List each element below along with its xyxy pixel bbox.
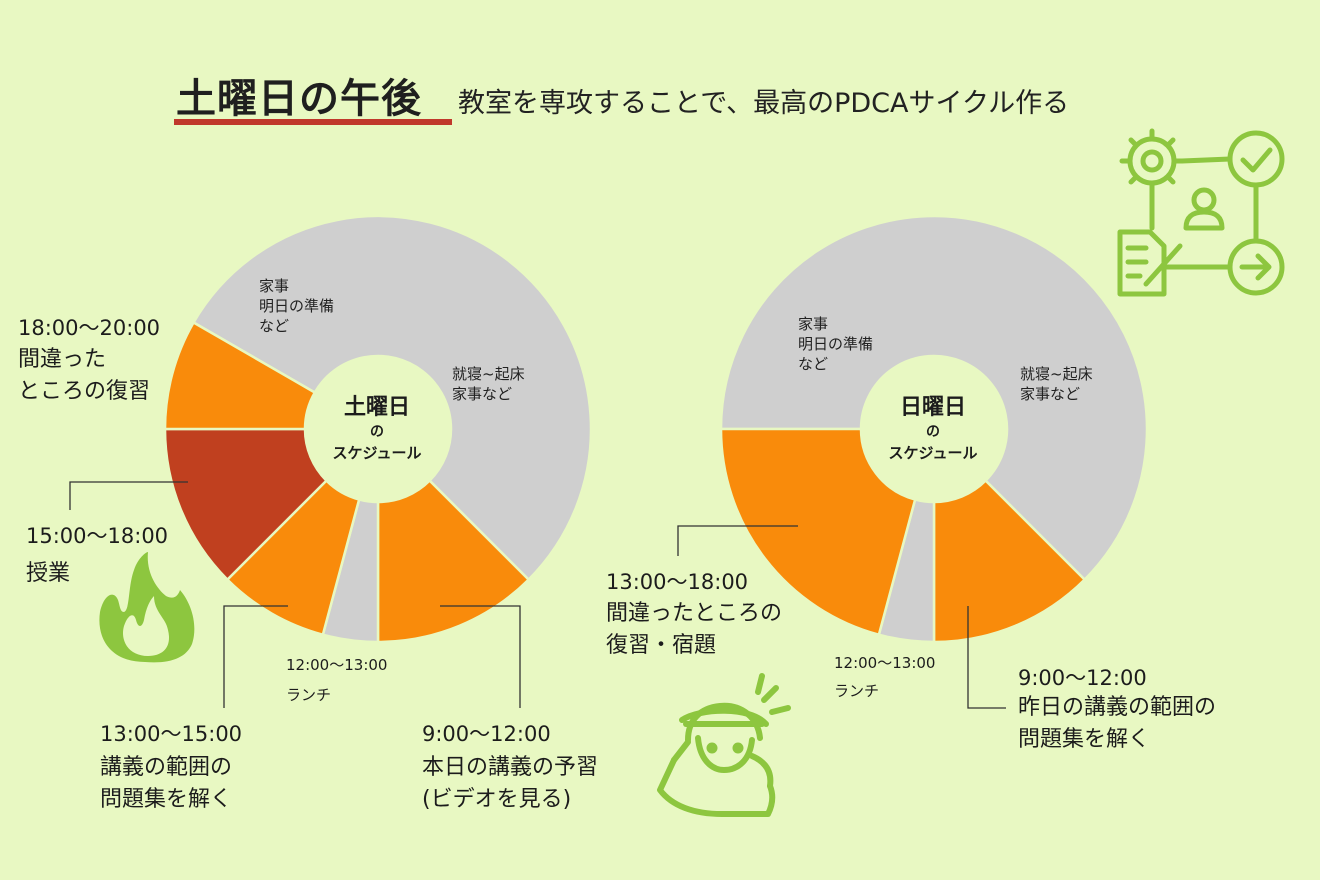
- sat-1300-text: 講義の範囲の 問題集を解く: [100, 755, 233, 812]
- pdca-workflow-icon: [1117, 128, 1285, 297]
- sun-sleep-label: 就寝~起床 家事など: [1020, 365, 1093, 403]
- sat-housework-label: 家事 明日の準備 など: [259, 277, 335, 335]
- leader-line-sat-1500: [69, 481, 188, 510]
- sat-1200-time: 12:00〜13:00: [286, 656, 388, 674]
- sat-center-label: 土曜日 の スケジュール: [332, 395, 422, 462]
- sun-housework-label: 家事 明日の準備 など: [798, 315, 874, 373]
- studying-person-icon: [657, 673, 791, 817]
- sat-0900-time: 9:00〜12:00: [422, 722, 551, 746]
- sun-donut-hole: [861, 356, 1007, 502]
- sun-1200-time: 12:00〜13:00: [834, 654, 936, 672]
- sun-1300-text: 間違ったところの 復習・宿題: [606, 601, 783, 658]
- saturday-pie: [163, 214, 593, 644]
- sat-donut-hole: [305, 356, 451, 502]
- leader-line-sun-1300: [677, 525, 798, 556]
- sun-0900-text: 昨日の講義の範囲の 問題集を解く: [1018, 695, 1217, 752]
- leader-line-sat-0900: [440, 605, 521, 708]
- sat-1500-time: 15:00〜18:00: [26, 524, 169, 548]
- sat-0900-text: 本日の講義の予習 (ビデオを見る): [422, 755, 599, 812]
- sat-1200-text: ランチ: [286, 686, 332, 704]
- sat-1500-text: 授業: [26, 561, 71, 586]
- sat-sleep-label: 就寝~起床 家事など: [452, 365, 525, 403]
- sat-1300-time: 13:00〜15:00: [100, 722, 243, 746]
- sun-0900-time: 9:00〜12:00: [1018, 666, 1147, 690]
- leader-line-sat-1300: [223, 605, 288, 708]
- sunday-pie: [719, 214, 1149, 644]
- page-title: 土曜日の午後: [176, 76, 422, 122]
- leader-line-sun-0900: [967, 606, 1006, 709]
- fire-icon: [99, 552, 195, 663]
- sun-1200-text: ランチ: [834, 682, 880, 700]
- sat-1800-text: 間違った ところの復習: [18, 347, 151, 404]
- sun-center-label: 日曜日 の スケジュール: [888, 395, 978, 462]
- title-underline: [174, 119, 452, 125]
- page-subtitle: 教室を専攻することで、最高のPDCAサイクル作る: [458, 88, 1070, 119]
- sun-1300-time: 13:00〜18:00: [606, 570, 749, 594]
- sat-1800-time: 18:00〜20:00: [18, 316, 161, 340]
